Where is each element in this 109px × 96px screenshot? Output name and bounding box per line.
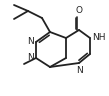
Text: N: N [76, 66, 82, 75]
Text: O: O [76, 6, 83, 15]
Text: N: N [27, 53, 34, 62]
Text: NH: NH [92, 34, 106, 43]
Text: N: N [27, 38, 34, 46]
